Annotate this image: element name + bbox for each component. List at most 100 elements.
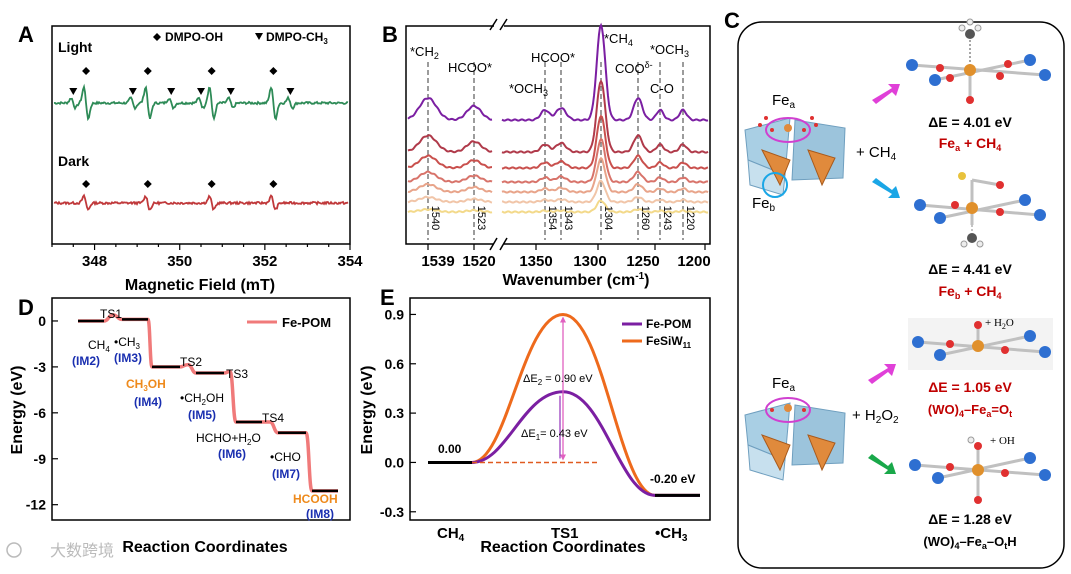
epr-trace-light bbox=[53, 83, 349, 122]
ch3-marker-light bbox=[226, 88, 235, 95]
panel-e: E 0.9 0.6 0.3 0.0 -0.3 Energy (eV) Reaction … bbox=[359, 285, 711, 556]
oh-marker-dark bbox=[82, 180, 91, 188]
oh-marker-light bbox=[207, 67, 216, 75]
panel-e-y-label: Energy (eV) bbox=[359, 366, 376, 455]
ir-trace-left-3 bbox=[407, 170, 493, 184]
ir-trace-left-1 bbox=[407, 134, 493, 154]
ir-trace-right-4 bbox=[501, 156, 709, 194]
ref-label-1540: 1540 bbox=[429, 206, 441, 230]
panel-letter-a: A bbox=[18, 22, 34, 47]
arrow-to-h2o bbox=[868, 364, 896, 384]
molecule-feb-ch4 bbox=[914, 172, 1046, 248]
panel-e-frame bbox=[409, 297, 711, 521]
axis-break-gap bbox=[494, 236, 504, 252]
label-fea-top: Fea bbox=[772, 92, 796, 111]
ir-trace-right-3 bbox=[501, 137, 709, 184]
de2-arrow-head-up bbox=[560, 316, 566, 323]
annot-end-energy: -0.20 eV bbox=[650, 472, 695, 486]
annot-de2: ΔE2 = 0.90 eV bbox=[523, 373, 593, 387]
label-hcooh: HCOOH bbox=[293, 492, 338, 506]
label-ch4: CH4 bbox=[88, 338, 110, 354]
axis-break-mark-3 bbox=[489, 18, 498, 31]
ref-label-1354: 1354 bbox=[546, 206, 558, 230]
e-tick-label: 0.3 bbox=[385, 405, 405, 421]
panel-b-x-axis: 1539 1520 1350 1300 1250 1200 bbox=[421, 244, 711, 270]
legend-dmpo-ch3: DMPO-CH3 bbox=[266, 30, 328, 46]
panel-c-frame bbox=[737, 21, 1065, 569]
d-tick-label: -12 bbox=[26, 497, 46, 513]
panel-d-legend: Fe-POM bbox=[282, 315, 331, 330]
series-label-dark: Dark bbox=[58, 153, 89, 169]
e-tick-label: 0.0 bbox=[385, 454, 405, 470]
label-ts3: TS3 bbox=[226, 367, 248, 381]
panel-d: D 0 -3 -6 -9 -12 Energy (eV) Reaction Coordi… bbox=[9, 295, 351, 556]
b-tick-label: 1250 bbox=[626, 253, 659, 270]
axis-break-mark-1 bbox=[489, 237, 498, 251]
panel-d-x-label: Reaction Coordinates bbox=[122, 539, 287, 556]
b-tick-label: 1520 bbox=[462, 253, 495, 270]
energy-2: ΔE = 4.41 eV bbox=[928, 261, 1012, 277]
energy-3-label: (WO)4–Fea=Ot bbox=[928, 402, 1012, 419]
legend-fe-pom: Fe-POM bbox=[646, 317, 691, 331]
axis-break-gap-top bbox=[494, 20, 504, 32]
label-plus-oh: + OH bbox=[990, 435, 1015, 447]
ir-trace-left-2 bbox=[407, 154, 492, 170]
ref-label-1304: 1304 bbox=[602, 206, 614, 230]
label-im7: (IM7) bbox=[272, 467, 300, 481]
panel-e-x-label: Reaction Coordinates bbox=[480, 539, 645, 556]
label-im2: (IM2) bbox=[72, 354, 100, 368]
label-fea-bottom: Fea bbox=[772, 375, 796, 394]
arrow-to-fea-ch4 bbox=[872, 84, 900, 104]
oh-marker-light bbox=[143, 67, 152, 75]
category-ts1: TS1 bbox=[551, 525, 579, 542]
ref-label-1220: 1220 bbox=[684, 206, 696, 230]
molecule-fe-oh bbox=[909, 436, 1051, 504]
label-im5: (IM5) bbox=[188, 408, 216, 422]
label-im8: (IM8) bbox=[306, 507, 334, 521]
ref-label-1523: 1523 bbox=[475, 206, 487, 230]
a-tick-label: 354 bbox=[337, 253, 363, 270]
panel-d-frame bbox=[51, 297, 351, 521]
energy-4: ΔE = 1.28 eV bbox=[928, 511, 1012, 527]
energy-1: ΔE = 4.01 eV bbox=[928, 114, 1012, 130]
label-ts1: TS1 bbox=[100, 307, 122, 321]
panel-letter-b: B bbox=[382, 22, 398, 47]
oh-marker-light bbox=[269, 67, 278, 75]
a-tick-label: 348 bbox=[82, 253, 107, 270]
e-tick-label: -0.3 bbox=[380, 504, 404, 520]
panel-a-frame bbox=[51, 25, 351, 245]
panel-a-x-label: Magnetic Field (mT) bbox=[125, 277, 275, 294]
axis-break-mark-4 bbox=[499, 18, 508, 31]
panel-d-y-axis: 0 -3 -6 -9 -12 bbox=[26, 313, 58, 513]
category-ch3: •CH3 bbox=[655, 525, 688, 544]
annot-ch2: *CH2 bbox=[410, 44, 439, 61]
ir-trace-left-0 bbox=[407, 97, 493, 122]
fea-highlight-ellipse bbox=[765, 117, 811, 143]
label-im4: (IM4) bbox=[134, 395, 162, 409]
annot-cooδ: COOδ- bbox=[615, 60, 653, 76]
energy-1-label: Fea + CH4 bbox=[939, 135, 1002, 153]
ch3-marker-light bbox=[69, 88, 78, 95]
panel-b-frame bbox=[405, 25, 711, 245]
molecule-fea-ch4 bbox=[906, 18, 1051, 104]
panel-e-y-axis: 0.9 0.6 0.3 0.0 -0.3 bbox=[380, 306, 416, 520]
d-tick-label: -6 bbox=[34, 405, 47, 421]
b-tick-label: 1200 bbox=[677, 253, 710, 270]
b-tick-label: 1539 bbox=[421, 253, 454, 270]
ir-trace-right-5 bbox=[501, 179, 709, 204]
e-tick-label: 0.9 bbox=[385, 306, 405, 322]
panel-letter-e: E bbox=[380, 285, 395, 310]
d-tick-label: -9 bbox=[34, 451, 47, 467]
ir-trace-left-5 bbox=[407, 195, 493, 204]
watermark-text: 大数跨境 bbox=[50, 541, 114, 560]
energy-2-label: Feb + CH4 bbox=[938, 283, 1001, 301]
legend-marker-diamond bbox=[153, 33, 161, 41]
energy-profile bbox=[78, 313, 338, 493]
arrow-to-feb-ch4 bbox=[872, 178, 900, 198]
annot-och3-2: *OCH3 bbox=[650, 42, 689, 59]
arrow-to-oh bbox=[868, 454, 896, 474]
axis-break-mark-2 bbox=[499, 237, 508, 251]
panel-c: C Fea Feb + CH4 bbox=[724, 8, 1065, 569]
epr-peak-markers bbox=[69, 67, 295, 188]
panel-d-y-label: Energy (eV) bbox=[9, 366, 26, 455]
